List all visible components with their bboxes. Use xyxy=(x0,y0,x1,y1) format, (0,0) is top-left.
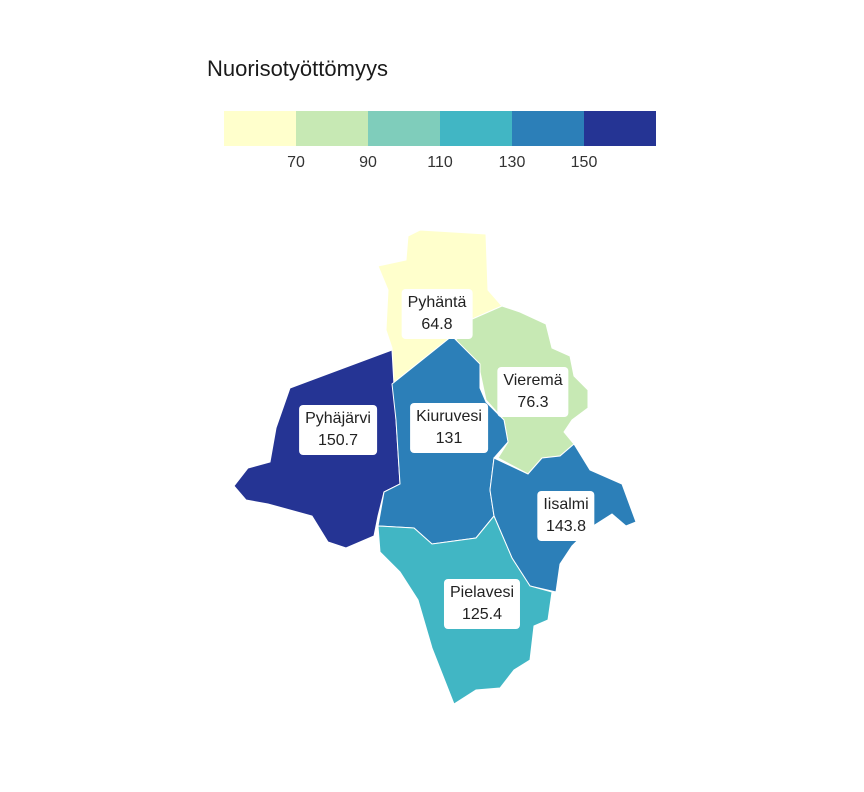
region-label-pyhanta: Pyhäntä 64.8 xyxy=(401,289,473,339)
region-label-kiuruvesi: Kiuruvesi 131 xyxy=(410,403,488,453)
legend-tick-label: 70 xyxy=(287,154,305,171)
region-value: 125.4 xyxy=(461,606,503,623)
region-name: Pyhäntä xyxy=(407,294,467,311)
legend-ticks: 70 90 110 130 150 xyxy=(224,154,656,174)
legend-swatch xyxy=(224,111,296,146)
region-name: Pielavesi xyxy=(449,584,515,601)
region-name: Iisalmi xyxy=(543,496,589,513)
region-label-iisalmi: Iisalmi 143.8 xyxy=(537,491,595,541)
region-name: Kiuruvesi xyxy=(416,408,482,425)
legend-swatch xyxy=(296,111,368,146)
legend-color-bar xyxy=(224,111,656,146)
region-value: 143.8 xyxy=(545,518,587,535)
legend-swatch xyxy=(512,111,584,146)
region-value: 150.7 xyxy=(317,432,359,449)
legend-swatch xyxy=(440,111,512,146)
region-label-pielavesi: Pielavesi 125.4 xyxy=(443,579,521,629)
legend-swatch xyxy=(368,111,440,146)
legend-tick-label: 90 xyxy=(359,154,377,171)
legend-swatch xyxy=(584,111,656,146)
region-label-pyhajarvi: Pyhäjärvi 150.7 xyxy=(299,405,377,455)
region-value: 131 xyxy=(435,430,463,447)
region-name: Pyhäjärvi xyxy=(305,410,371,427)
legend-tick-label: 150 xyxy=(570,154,598,171)
legend-title: Nuorisotyöttömyys xyxy=(207,56,388,81)
legend-tick-label: 110 xyxy=(427,154,453,171)
region-name: Vieremä xyxy=(503,372,563,389)
region-label-vierema: Vieremä 76.3 xyxy=(497,367,569,417)
region-value: 76.3 xyxy=(517,394,549,411)
legend-tick-label: 130 xyxy=(498,154,526,171)
region-value: 64.8 xyxy=(421,316,453,333)
